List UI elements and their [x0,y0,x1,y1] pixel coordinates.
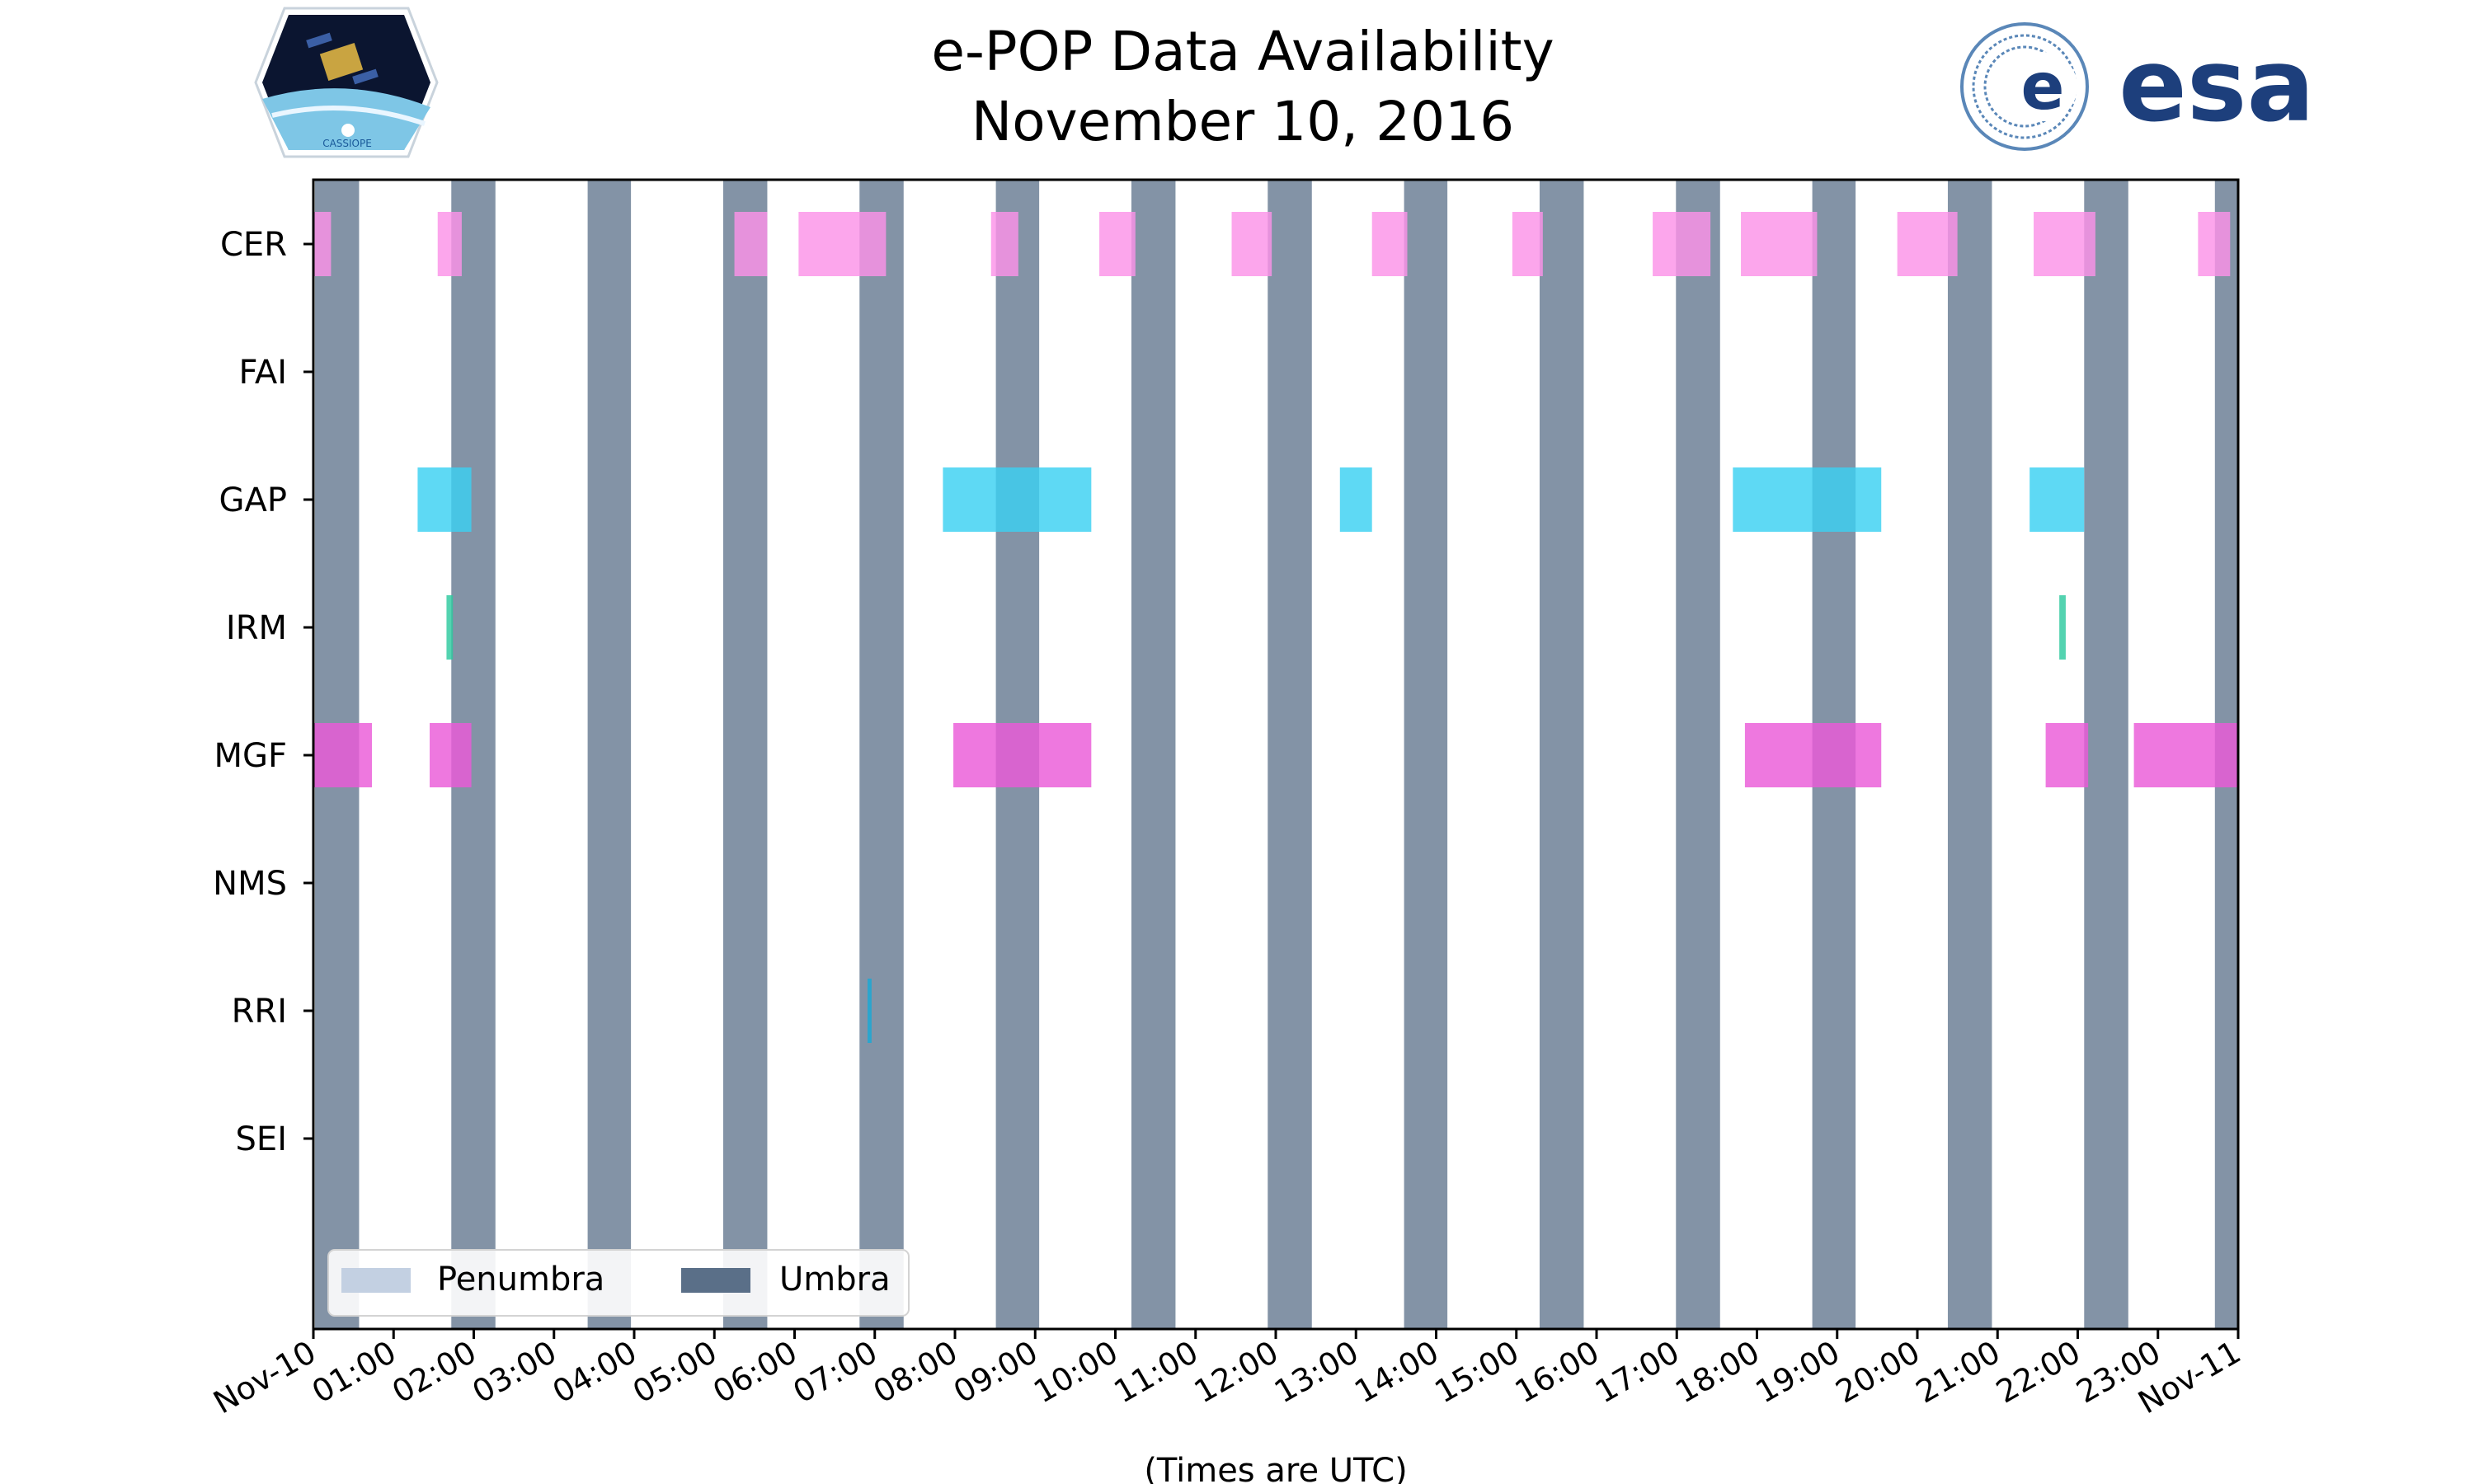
data-bar-cer [313,212,332,276]
data-bar-gap [943,467,1092,532]
x-tick-label: 11:00 [1108,1334,1204,1411]
legend-umbra-label: Umbra [779,1261,891,1298]
data-bar-mgf [2133,723,2238,787]
x-tick-label: 09:00 [948,1334,1044,1411]
svg-text:e: e [2021,50,2065,124]
y-tick-label: SEI [236,1120,287,1158]
data-bar-mgf [313,723,372,787]
y-tick-label: NMS [213,865,287,903]
plot-frame [312,178,2240,1331]
data-bar-cer [1897,212,1958,276]
chart-subtitle: November 10, 2016 [971,90,1514,153]
umbra-bands [314,180,2238,1329]
x-tick-label: 19:00 [1749,1334,1846,1411]
umbra-band [1539,180,1584,1329]
data-bar-cer [990,212,1018,276]
x-tick-label: 15:00 [1428,1334,1525,1411]
data-bar-cer [1371,212,1408,276]
x-tick-label: Nov-10 [207,1334,322,1421]
data-bar-cer [734,212,768,276]
cassiope-logo-caption: CASSIOPE [322,138,372,149]
data-bar-mgf [2045,723,2089,787]
umbra-band [2084,180,2128,1329]
y-tick-label: CER [220,226,287,264]
x-axis-ticks: Nov-1001:0002:0003:0004:0005:0006:0007:0… [207,1329,2247,1421]
data-bar-gap [417,467,472,532]
x-tick-label: 04:00 [547,1334,643,1411]
y-tick-label: IRM [226,609,287,647]
umbra-band [1676,180,1720,1329]
y-tick-label: RRI [232,993,287,1031]
x-tick-label: 21:00 [1910,1334,2006,1411]
x-tick-label: 08:00 [868,1334,964,1411]
data-bar-mgf [1744,723,1882,787]
legend-penumbra-label: Penumbra [437,1261,604,1298]
x-tick-label: 02:00 [386,1334,482,1411]
x-tick-label: 17:00 [1589,1334,1686,1411]
y-tick-label: GAP [219,481,287,519]
x-tick-label: 05:00 [627,1334,723,1411]
data-bar-cer [798,212,887,276]
data-bars [313,212,2238,1043]
data-bar-gap [1733,467,1882,532]
data-bar-irm [446,595,454,660]
data-bar-rri [867,979,872,1043]
umbra-band [1131,180,1176,1329]
cassiope-logo: CASSIOPE [254,7,439,158]
x-tick-label: 16:00 [1509,1334,1606,1411]
umbra-band [859,180,904,1329]
x-tick-label: 22:00 [1990,1334,2086,1411]
x-tick-label: 07:00 [787,1334,883,1411]
esa-logo-text: esa [2119,27,2315,144]
data-bar-mgf [953,723,1092,787]
umbra-band [722,180,768,1329]
umbra-band [1404,180,1448,1329]
legend-umbra-swatch [681,1268,750,1293]
x-tick-label: 03:00 [466,1334,562,1411]
umbra-band [587,180,632,1329]
data-bar-gap [2030,467,2085,532]
data-bar-cer [1653,212,1711,276]
legend-box [327,1249,910,1317]
x-tick-label: 13:00 [1268,1334,1365,1411]
data-bar-irm [2059,595,2066,660]
x-tick-label: 01:00 [306,1334,402,1411]
x-tick-label: 20:00 [1830,1334,1926,1411]
data-bar-gap [1339,467,1372,532]
y-tick-label: FAI [239,354,288,392]
x-tick-label: 14:00 [1348,1334,1445,1411]
x-axis-label: (Times are UTC) [1144,1452,1407,1484]
data-bar-cer [437,212,462,276]
x-tick-label: 18:00 [1669,1334,1766,1411]
data-bar-cer [2034,212,2095,276]
legend: Penumbra Umbra [327,1249,910,1317]
data-bar-cer [1231,212,1272,276]
data-bar-cer [1741,212,1818,276]
x-tick-label: 10:00 [1028,1334,1124,1411]
chart-title: e-POP Data Availability [931,20,1554,83]
data-bar-cer [1512,212,1543,276]
x-tick-label: 06:00 [707,1334,803,1411]
data-bar-cer [1099,212,1136,276]
y-tick-label: MGF [214,737,287,775]
data-bar-mgf [430,723,472,787]
umbra-band [1268,180,1312,1329]
esa-logo: e esa [1960,22,2315,151]
legend-penumbra-swatch [341,1268,411,1293]
data-bar-cer [2198,212,2231,276]
y-axis-ticks: CER FAI GAP IRM MGF NMS RRI SEI [213,226,313,1158]
x-tick-label: 12:00 [1188,1334,1285,1411]
umbra-band [1947,180,1992,1329]
